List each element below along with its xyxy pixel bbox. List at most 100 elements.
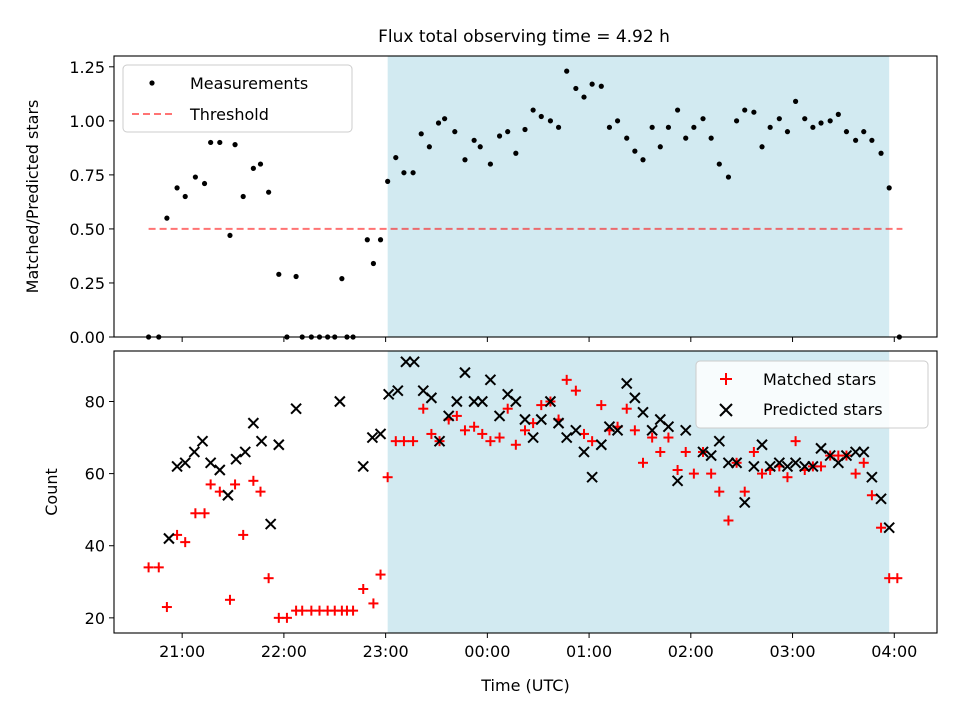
predicted-star-marker bbox=[239, 446, 251, 458]
measurement-point bbox=[435, 120, 442, 126]
measurement-point bbox=[700, 116, 706, 122]
x-stroke bbox=[392, 384, 404, 397]
x-tick-label: 21:00 bbox=[159, 642, 205, 661]
measurement-point bbox=[725, 174, 732, 180]
predicted-star-marker bbox=[484, 374, 497, 386]
matched-star-marker bbox=[248, 475, 259, 486]
predicted-star-marker bbox=[476, 395, 488, 408]
matched-star-marker bbox=[782, 472, 793, 483]
matched-star-marker bbox=[688, 468, 699, 479]
matched-star-marker bbox=[858, 457, 869, 468]
measurement-point bbox=[418, 131, 424, 137]
predicted-star-marker bbox=[840, 449, 853, 462]
matched-star-marker bbox=[629, 425, 640, 436]
measurement-point bbox=[401, 170, 407, 176]
x-stroke bbox=[713, 435, 726, 447]
predicted-star-marker bbox=[866, 471, 878, 483]
measurement-point bbox=[733, 118, 740, 124]
x-stroke bbox=[468, 395, 480, 408]
measurement-point bbox=[767, 124, 773, 130]
legend-label: Measurements bbox=[190, 74, 308, 93]
x-stroke bbox=[705, 449, 717, 462]
predicted-star-marker bbox=[637, 406, 649, 419]
predicted-star-marker bbox=[799, 460, 811, 473]
predicted-star-marker bbox=[493, 410, 506, 422]
measurement-point bbox=[810, 124, 816, 130]
measurement-point bbox=[266, 189, 272, 195]
predicted-star-marker bbox=[875, 493, 887, 505]
matched-star-marker bbox=[570, 385, 581, 396]
predicted-star-marker bbox=[230, 453, 242, 465]
measurement-point bbox=[513, 150, 519, 156]
measurement-point bbox=[530, 107, 536, 113]
predicted-star-marker bbox=[366, 431, 379, 444]
x-stroke bbox=[273, 439, 285, 451]
measurement-point bbox=[581, 94, 587, 100]
measurement-point bbox=[649, 124, 655, 130]
x-stroke bbox=[586, 471, 598, 483]
measurement-point bbox=[573, 85, 579, 92]
matched-star-marker bbox=[255, 486, 266, 497]
predicted-star-marker bbox=[586, 471, 598, 483]
x-stroke bbox=[247, 417, 260, 429]
measurement-point bbox=[370, 260, 377, 267]
predicted-star-marker bbox=[425, 392, 438, 404]
x-stroke bbox=[697, 446, 709, 458]
measurement-point bbox=[240, 193, 246, 200]
matched-star-marker bbox=[418, 403, 429, 414]
x-stroke bbox=[366, 431, 379, 444]
x-stroke bbox=[646, 424, 658, 437]
predicted-star-marker bbox=[748, 460, 760, 473]
x-stroke bbox=[654, 413, 667, 426]
measurement-point bbox=[164, 215, 170, 221]
x-stroke bbox=[671, 475, 684, 487]
y-tick-label: 80 bbox=[85, 392, 105, 411]
y-tick-label: 0.25 bbox=[69, 274, 105, 293]
matched-star-marker bbox=[816, 461, 827, 472]
matched-star-marker bbox=[382, 472, 393, 483]
x-stroke bbox=[578, 446, 590, 458]
predicted-star-marker bbox=[646, 424, 658, 437]
measurement-point bbox=[665, 124, 672, 130]
x-stroke bbox=[764, 460, 776, 473]
legend-label: Predicted stars bbox=[763, 400, 883, 419]
matched-star-marker bbox=[647, 432, 658, 443]
measurement-point bbox=[589, 81, 595, 87]
x-stroke bbox=[476, 395, 488, 408]
x-stroke bbox=[527, 431, 539, 444]
measurement-point bbox=[426, 144, 432, 150]
predicted-star-marker bbox=[459, 366, 471, 379]
measurement-point bbox=[364, 237, 370, 243]
predicted-star-marker bbox=[773, 457, 786, 469]
matched-star-marker bbox=[748, 446, 759, 457]
matched-star-marker bbox=[161, 602, 172, 613]
predicted-star-marker bbox=[730, 457, 743, 469]
matched-star-marker bbox=[892, 573, 903, 584]
matched-star-marker bbox=[485, 436, 496, 447]
predicted-star-marker bbox=[544, 395, 557, 408]
measurement-point bbox=[505, 129, 511, 135]
matched-star-marker bbox=[297, 605, 308, 616]
x-stroke bbox=[239, 446, 251, 458]
matched-star-marker bbox=[143, 562, 154, 573]
x-stroke bbox=[629, 392, 641, 404]
matched-star-marker bbox=[510, 439, 521, 450]
predicted-star-marker bbox=[621, 377, 633, 390]
x-stroke bbox=[789, 457, 802, 469]
matched-star-marker bbox=[637, 457, 648, 468]
measurement-point bbox=[614, 118, 621, 124]
count-panel: 20 40 60 80 21:00 22:00 23:00 00:00 01:00 02:00 03… bbox=[42, 350, 938, 695]
predicted-star-marker bbox=[273, 439, 285, 451]
y-tick-label: 0.00 bbox=[69, 328, 105, 347]
measurement-point bbox=[792, 98, 799, 104]
y-axis-label: Matched/Predicted stars bbox=[23, 100, 42, 294]
measurement-point bbox=[293, 273, 299, 280]
measurement-point bbox=[250, 165, 256, 171]
matched-star-marker bbox=[375, 569, 386, 580]
x-stroke bbox=[382, 388, 395, 400]
measurement-point bbox=[598, 83, 604, 89]
x-stroke bbox=[875, 493, 887, 505]
predicted-star-marker bbox=[214, 464, 226, 476]
x-stroke bbox=[459, 366, 471, 379]
